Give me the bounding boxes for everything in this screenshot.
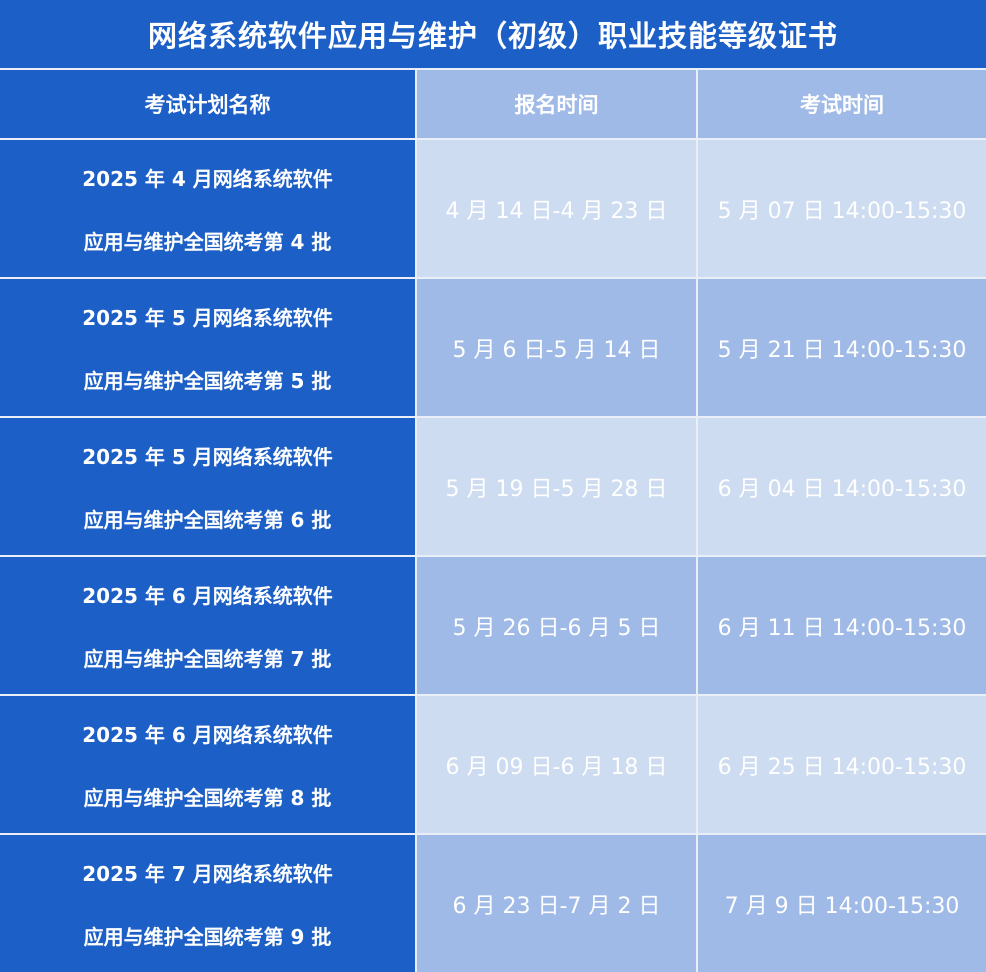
schedule-table: 考试计划名称 报名时间 考试时间 2025 年 4 月网络系统软件 应用与维护全国… bbox=[0, 70, 986, 972]
exam-time-cell: 6 月 11 日 14:00-15:30 bbox=[698, 557, 986, 694]
exam-time-cell: 5 月 07 日 14:00-15:30 bbox=[698, 140, 986, 277]
registration-time-cell: 5 月 19 日-5 月 28 日 bbox=[417, 418, 696, 555]
plan-name-cell: 2025 年 6 月网络系统软件 应用与维护全国统考第 8 批 bbox=[0, 696, 415, 833]
exam-time-cell: 6 月 04 日 14:00-15:30 bbox=[698, 418, 986, 555]
registration-time-cell: 4 月 14 日-4 月 23 日 bbox=[417, 140, 696, 277]
plan-name-line1: 2025 年 4 月网络系统软件 bbox=[82, 166, 333, 191]
registration-time-cell: 5 月 26 日-6 月 5 日 bbox=[417, 557, 696, 694]
plan-name-line2: 应用与维护全国统考第 7 批 bbox=[83, 646, 332, 671]
exam-time-cell: 5 月 21 日 14:00-15:30 bbox=[698, 279, 986, 416]
plan-name-line1: 2025 年 7 月网络系统软件 bbox=[82, 861, 333, 886]
header-plan-name: 考试计划名称 bbox=[0, 70, 415, 138]
exam-time-cell: 7 月 9 日 14:00-15:30 bbox=[698, 835, 986, 972]
plan-name-line1: 2025 年 6 月网络系统软件 bbox=[82, 722, 333, 747]
plan-name-line2: 应用与维护全国统考第 9 批 bbox=[83, 924, 332, 949]
registration-time-cell: 5 月 6 日-5 月 14 日 bbox=[417, 279, 696, 416]
plan-name-line2: 应用与维护全国统考第 8 批 bbox=[83, 785, 332, 810]
plan-name-line1: 2025 年 5 月网络系统软件 bbox=[82, 305, 333, 330]
plan-name-cell: 2025 年 4 月网络系统软件 应用与维护全国统考第 4 批 bbox=[0, 140, 415, 277]
plan-name-line2: 应用与维护全国统考第 4 批 bbox=[83, 229, 332, 254]
plan-name-cell: 2025 年 5 月网络系统软件 应用与维护全国统考第 5 批 bbox=[0, 279, 415, 416]
registration-time-cell: 6 月 09 日-6 月 18 日 bbox=[417, 696, 696, 833]
plan-name-cell: 2025 年 6 月网络系统软件 应用与维护全国统考第 7 批 bbox=[0, 557, 415, 694]
plan-name-line2: 应用与维护全国统考第 5 批 bbox=[83, 368, 332, 393]
plan-name-cell: 2025 年 7 月网络系统软件 应用与维护全国统考第 9 批 bbox=[0, 835, 415, 972]
table-title: 网络系统软件应用与维护（初级）职业技能等级证书 bbox=[0, 0, 986, 68]
exam-time-cell: 6 月 25 日 14:00-15:30 bbox=[698, 696, 986, 833]
registration-time-cell: 6 月 23 日-7 月 2 日 bbox=[417, 835, 696, 972]
plan-name-cell: 2025 年 5 月网络系统软件 应用与维护全国统考第 6 批 bbox=[0, 418, 415, 555]
plan-name-line1: 2025 年 5 月网络系统软件 bbox=[82, 444, 333, 469]
plan-name-line2: 应用与维护全国统考第 6 批 bbox=[83, 507, 332, 532]
plan-name-line1: 2025 年 6 月网络系统软件 bbox=[82, 583, 333, 608]
header-registration-time: 报名时间 bbox=[417, 70, 696, 138]
header-exam-time: 考试时间 bbox=[698, 70, 986, 138]
